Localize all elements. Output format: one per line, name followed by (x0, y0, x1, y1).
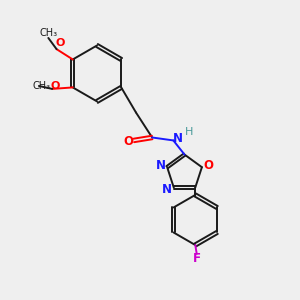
Text: O: O (56, 38, 65, 48)
Text: F: F (193, 252, 201, 265)
Text: CH₃: CH₃ (33, 81, 51, 91)
Text: N: N (173, 132, 183, 145)
Text: O: O (203, 159, 213, 172)
Text: O: O (50, 81, 60, 91)
Text: N: N (162, 183, 172, 196)
Text: N: N (156, 159, 166, 172)
Text: O: O (123, 135, 133, 148)
Text: CH₃: CH₃ (39, 28, 57, 38)
Text: H: H (185, 127, 194, 137)
